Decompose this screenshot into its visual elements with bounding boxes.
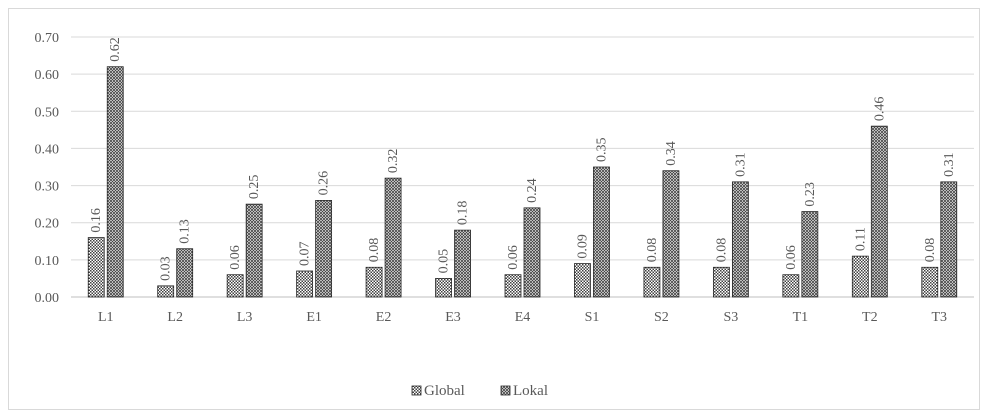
y-axis-tick-labels: 0.00 0.10 0.20 0.30 0.40 0.50 0.60 0.70: [35, 31, 60, 306]
data-label-global: 0.11: [853, 227, 868, 251]
data-label-lokal: 0.23: [803, 182, 818, 207]
y-tick-label: 0.00: [35, 291, 60, 306]
bar-global: [574, 263, 591, 298]
chart-area: 0.00 0.10 0.20 0.30 0.40 0.50 0.60 0.70 0.16 0.6…: [8, 8, 980, 410]
data-label-lokal: 0.35: [594, 138, 609, 163]
bar-global: [851, 255, 869, 298]
bar-global: [226, 274, 244, 298]
bar-lokal: [870, 125, 888, 298]
y-tick-label: 0.20: [35, 217, 60, 232]
bar-lokal: [662, 170, 680, 298]
data-label-global: 0.16: [89, 208, 104, 233]
data-label-lokal: 0.34: [664, 141, 679, 166]
bar-global: [643, 266, 661, 298]
x-tick-label: L2: [167, 310, 183, 325]
data-label-global: 0.06: [506, 245, 521, 270]
data-label-lokal: 0.13: [178, 219, 193, 244]
bar-global: [782, 274, 800, 298]
bar-chart: 0.00 0.10 0.20 0.30 0.40 0.50 0.60 0.70 0.16 0.6…: [35, 31, 974, 399]
bar-lokal: [593, 166, 610, 298]
x-tick-label: S1: [585, 310, 600, 325]
bar-lokal: [940, 181, 958, 298]
data-label-global: 0.03: [159, 256, 174, 281]
bar-lokal: [801, 211, 819, 298]
bar-lokal: [523, 207, 541, 298]
y-tick-label: 0.40: [35, 142, 60, 157]
y-tick-label: 0.60: [35, 68, 60, 83]
bar-global: [365, 266, 383, 298]
bar-lokal: [176, 248, 194, 298]
bar-global: [435, 278, 452, 298]
y-tick-label: 0.30: [35, 180, 60, 195]
data-label-lokal: 0.26: [317, 171, 332, 196]
data-label-global: 0.08: [714, 238, 729, 262]
data-label-lokal: 0.18: [456, 201, 471, 226]
bar-lokal: [245, 203, 263, 298]
bar-lokal: [315, 200, 333, 298]
x-axis-tick-labels: L1 L2 L3 E1 E2 E3 E4 S1 S2 S3 T1 T2 T3: [98, 310, 947, 325]
gridlines: [71, 36, 974, 298]
y-tick-label: 0.70: [35, 31, 60, 46]
data-label-global: 0.06: [228, 245, 243, 270]
x-tick-label: E2: [376, 310, 392, 325]
data-label-lokal: 0.31: [942, 152, 957, 177]
x-tick-label: E4: [515, 310, 531, 325]
data-label-global: 0.08: [645, 238, 660, 262]
bar-global: [712, 266, 730, 298]
x-tick-label: S2: [654, 310, 669, 325]
bar-lokal: [731, 181, 749, 298]
legend-label: Lokal: [513, 383, 548, 399]
data-label-global: 0.05: [437, 249, 452, 274]
bar-global: [504, 274, 522, 298]
x-tick-label: E3: [445, 310, 461, 325]
x-tick-label: L1: [98, 310, 114, 325]
legend-label: Global: [424, 383, 465, 399]
bars: [87, 66, 958, 298]
data-label-global: 0.08: [367, 238, 382, 262]
data-label-global: 0.06: [784, 245, 799, 270]
data-label-global: 0.07: [298, 242, 313, 267]
data-label-lokal: 0.62: [108, 37, 123, 62]
data-label-lokal: 0.31: [733, 152, 748, 177]
x-tick-label: S3: [723, 310, 738, 325]
data-label-lokal: 0.24: [525, 178, 540, 203]
bar-global: [921, 266, 939, 298]
data-labels: 0.16 0.62 0.03 0.13 0.06 0.25 0.07 0.26 0.08 0.32…: [89, 37, 957, 281]
y-tick-label: 0.10: [35, 254, 60, 269]
data-label-lokal: 0.46: [872, 97, 887, 122]
bar-global: [157, 285, 175, 298]
y-tick-label: 0.50: [35, 105, 60, 120]
data-label-lokal: 0.25: [247, 175, 262, 200]
legend-swatch: [411, 385, 422, 396]
x-tick-label: L3: [237, 310, 253, 325]
x-tick-label: E1: [306, 310, 322, 325]
legend-swatch: [500, 385, 511, 396]
x-tick-label: T1: [793, 310, 809, 325]
x-tick-label: T2: [862, 310, 878, 325]
bar-lokal: [106, 66, 124, 298]
data-label-lokal: 0.32: [386, 149, 401, 174]
x-tick-label: T3: [931, 310, 947, 325]
legend: Global Lokal: [411, 383, 548, 399]
bar-lokal: [384, 177, 402, 298]
data-label-global: 0.08: [923, 238, 938, 262]
bar-global: [296, 270, 314, 298]
bar-lokal: [454, 229, 471, 298]
bar-global: [87, 237, 105, 298]
data-label-global: 0.09: [575, 234, 590, 258]
